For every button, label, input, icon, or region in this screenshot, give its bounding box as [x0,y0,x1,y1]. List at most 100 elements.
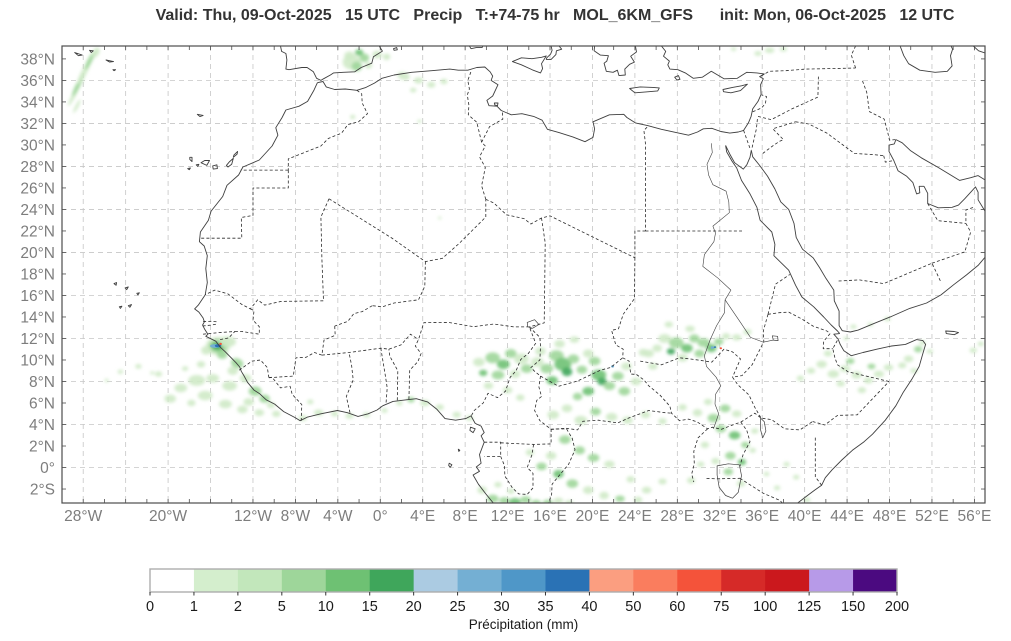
precip-blob [104,378,109,383]
precip-blob [266,401,276,409]
colorbar-cell [281,569,327,592]
y-tick-label: 16°N [20,288,55,305]
border-path [740,412,813,431]
precip-blob [507,488,515,495]
border-path [757,76,819,121]
y-tick-label: 2°S [30,482,55,499]
y-tick-label: 24°N [20,202,55,219]
precip-blob [345,413,354,419]
precip-blob [793,474,800,480]
precip-blob [588,356,601,366]
border-path [822,333,833,350]
coastline-path [593,46,637,77]
precip-blob [836,380,845,387]
y-tick-label: 28°N [20,159,55,176]
precip-blob [545,451,557,460]
precip-blob [509,369,521,379]
colorbar-tick-label: 100 [753,599,777,615]
island-outline [469,426,476,434]
precip-blob [648,363,658,370]
precip-blob [658,334,671,343]
border-path [220,331,236,340]
precip-blob [715,424,727,433]
precip-blob [413,77,424,84]
precip-blob [553,497,564,503]
precip-blob [509,498,521,503]
precip-blob [599,491,609,500]
island-outline [112,69,117,72]
coastline-path [317,46,765,143]
precip-blob [751,428,759,434]
precip-blob [721,333,731,340]
y-tick-label: 18°N [20,267,55,284]
precip-intense-cell [611,365,615,368]
border-path [334,305,373,327]
precip-blob [313,409,324,416]
border-path [500,444,534,495]
precip-blob [216,350,228,359]
border-path [200,170,289,239]
border-path [762,121,796,154]
border-path [812,381,890,426]
island-outline [195,163,200,167]
precip-blob [307,399,314,405]
precip-blob [237,405,248,414]
precip-blob [435,404,444,411]
island-outline [189,156,193,163]
border-path [529,217,546,328]
precip-blob [969,347,977,353]
island-outline [118,305,123,309]
precip-blob [643,349,654,358]
y-tick-label: 20°N [20,245,55,262]
x-tick-label: 8°E [453,508,478,525]
colorbar-title: Précipitation (mm) [469,617,579,632]
precip-blob [873,370,885,378]
border-path [706,477,740,480]
island-outline [511,55,547,74]
border-path [927,203,966,224]
colorbar-cell [633,569,678,592]
precip-blob [396,400,403,406]
precip-blob [694,349,705,358]
coastline-path [797,333,927,503]
y-tick-label: 14°N [20,310,55,327]
y-tick-label: 22°N [20,224,55,241]
precip-blob [525,449,535,456]
precip-blob [351,61,363,72]
x-tick-label: 12°W [234,508,272,525]
border-path [732,314,769,378]
precip-blob [846,358,855,365]
border-path [372,261,426,308]
precip-blob [222,381,238,391]
coastline-path [899,46,954,73]
precip-blob [540,363,554,374]
precip-blob [135,364,142,369]
x-tick-label: 28°E [660,508,694,525]
island-outline [393,47,398,51]
colorbar-tick-label: 2 [234,599,242,615]
border-path [832,338,890,382]
island-outline [113,282,118,286]
colorbar-cell [193,569,239,592]
precip-blob [494,481,502,488]
precip-blob [603,381,616,391]
border-path [202,323,218,327]
precip-blob [572,392,583,401]
precip-blob [731,410,742,418]
precip-blob [697,461,705,468]
country-borders [200,46,976,503]
figure-title: Valid: Thu, 09-Oct-2025 15 UTC Precip T:… [155,7,955,24]
river-path [702,143,732,429]
x-tick-label: 16°E [533,508,567,525]
precip-blob [254,409,265,417]
y-tick-label: 12°N [20,331,55,348]
map-frame [61,45,986,504]
border-path [234,308,260,335]
precip-blob [730,47,737,52]
border-path [388,349,399,401]
island-outline [674,75,681,81]
lake-outline [760,417,767,439]
border-path [691,428,708,483]
x-tick-label: 4°E [410,508,435,525]
precip-blob [496,359,510,370]
